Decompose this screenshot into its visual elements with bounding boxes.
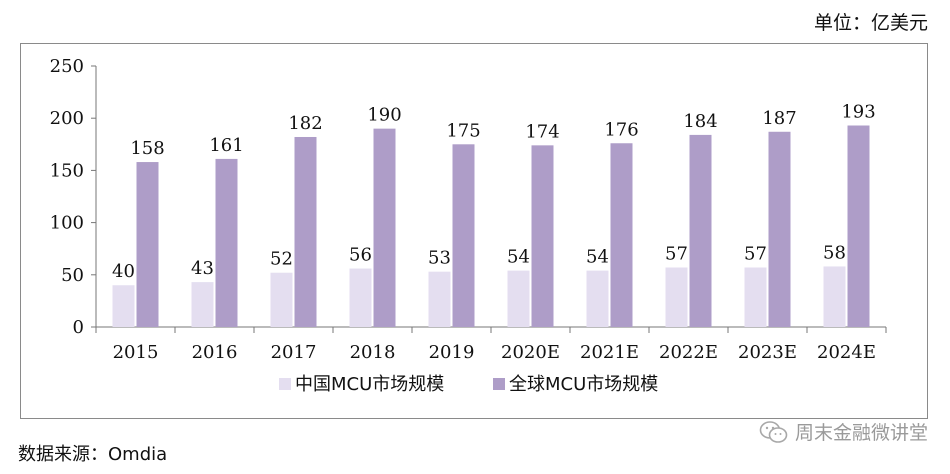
x-tick-label: 2017 <box>271 342 317 363</box>
x-tick-label: 2020E <box>501 342 560 363</box>
chart-data-labels: 40 43 52 56 53 54 54 57 57 58 158 161 182 190 175 174 17… <box>112 102 876 283</box>
bar-global <box>452 144 475 327</box>
wechat-icon <box>759 420 789 444</box>
bar-global <box>768 131 791 327</box>
unit-label: 单位：亿美元 <box>813 12 928 34</box>
legend-label-global: 全球MCU市场规模 <box>509 374 658 395</box>
x-tick-label: 2019 <box>429 342 475 363</box>
bar-china <box>823 266 846 327</box>
bar-china <box>665 267 688 327</box>
bar-global <box>373 128 396 327</box>
x-tick-label: 2022E <box>659 342 718 363</box>
data-label: 40 <box>112 261 135 282</box>
data-label: 57 <box>665 243 688 264</box>
y-tick-label: 150 <box>50 160 84 181</box>
data-label: 175 <box>446 120 480 141</box>
data-label: 176 <box>604 119 638 140</box>
y-tick-label: 250 <box>50 56 84 77</box>
watermark-text: 周末金融微讲堂 <box>794 422 928 444</box>
source-label: 数据来源：Omdia <box>18 444 168 465</box>
bar-chart: 0 50 100 150 200 250 2015 2016 2017 2018 2019 2020E… <box>50 56 887 395</box>
y-tick-label: 50 <box>61 265 84 286</box>
bar-global <box>215 158 238 327</box>
x-tick-label: 2015 <box>113 342 159 363</box>
data-label: 158 <box>130 138 164 159</box>
data-label: 58 <box>823 242 846 263</box>
bar-global <box>294 136 317 327</box>
bar-global <box>610 143 633 327</box>
bar-china <box>744 267 767 327</box>
watermark: 周末金融微讲堂 <box>759 418 928 445</box>
bar-china <box>586 270 609 327</box>
data-label: 161 <box>209 135 243 156</box>
chart-legend: 中国MCU市场规模 全球MCU市场规模 <box>279 374 658 395</box>
x-tick-label: 2016 <box>192 342 238 363</box>
data-label: 190 <box>367 105 401 126</box>
data-label: 43 <box>191 258 214 279</box>
data-label: 174 <box>525 121 559 142</box>
bar-china <box>191 282 214 327</box>
x-tick-label: 2021E <box>580 342 639 363</box>
data-label: 53 <box>428 248 451 269</box>
chart-frame: 0 50 100 150 200 250 2015 2016 2017 2018 2019 2020E… <box>20 43 928 419</box>
chart-bars <box>112 125 870 328</box>
y-tick-label: 0 <box>73 317 84 338</box>
y-tick-label: 100 <box>50 213 84 234</box>
bar-china <box>270 272 293 327</box>
y-tick-label: 200 <box>50 108 84 129</box>
chart-axes: 0 50 100 150 200 250 2015 2016 2017 2018 2019 2020E… <box>50 56 887 363</box>
legend-swatch-china <box>279 378 291 390</box>
bar-global <box>847 125 870 328</box>
data-label: 193 <box>841 102 875 123</box>
bar-global <box>136 162 159 327</box>
data-label: 52 <box>270 249 293 270</box>
data-label: 184 <box>683 111 717 132</box>
x-tick-label: 2018 <box>350 342 396 363</box>
bar-china <box>349 268 372 327</box>
data-label: 54 <box>507 247 530 268</box>
data-label: 54 <box>586 247 609 268</box>
bar-china <box>507 270 530 327</box>
x-tick-label: 2024E <box>817 342 876 363</box>
data-label: 57 <box>744 243 767 264</box>
data-label: 187 <box>762 108 796 129</box>
legend-label-china: 中国MCU市场规模 <box>295 374 444 395</box>
bar-global <box>531 145 554 327</box>
bar-global <box>689 134 712 327</box>
data-label: 182 <box>288 113 322 134</box>
bar-china <box>112 285 135 327</box>
legend-swatch-global <box>493 378 505 390</box>
data-label: 56 <box>349 245 372 266</box>
bar-china <box>428 271 451 327</box>
x-tick-label: 2023E <box>738 342 797 363</box>
